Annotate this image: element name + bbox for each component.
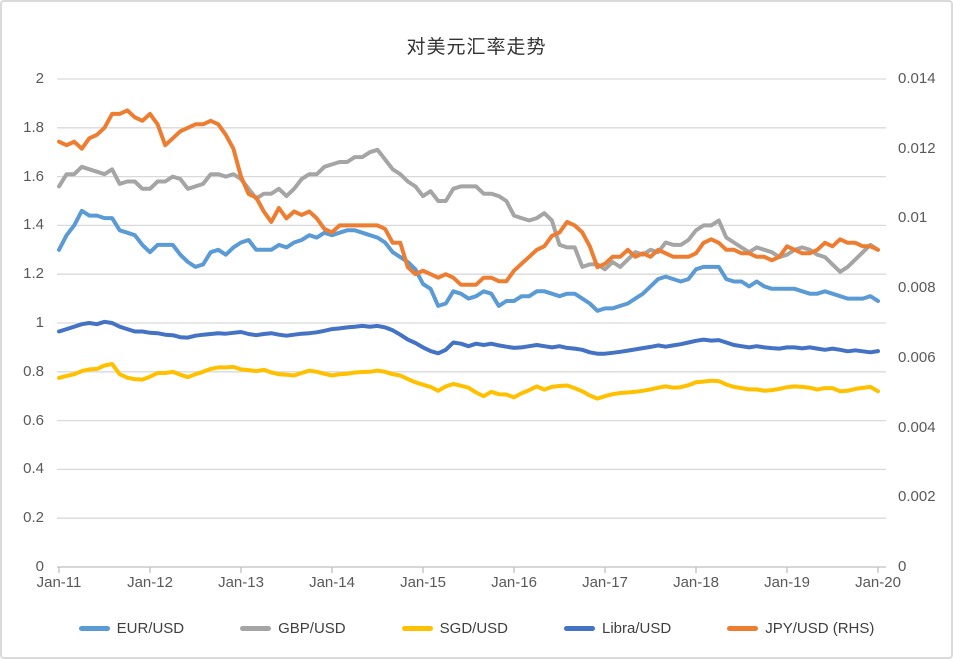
- series-line-gbp-usd: [57, 147, 880, 274]
- left-axis-tick-label: 0.6: [23, 411, 44, 429]
- x-axis-tick-label: Jan-18: [673, 574, 719, 591]
- right-axis-tick-label: 0.014: [898, 70, 936, 87]
- legend-marker-icon: [240, 625, 272, 631]
- left-axis-tick-label: 1.4: [23, 216, 44, 234]
- legend-marker-icon: [78, 625, 110, 631]
- x-axis-tick-label: Jan-14: [309, 574, 355, 591]
- series-line-sgd-usd: [57, 362, 880, 401]
- x-axis-tick-label: Jan-19: [764, 574, 810, 591]
- legend-item-jpy-usd-rhs: JPY/USD (RHS): [727, 620, 874, 637]
- left-axis-tick-label: 1.8: [23, 118, 44, 136]
- legend-label: JPY/USD (RHS): [765, 619, 875, 637]
- left-axis-tick-label: 2: [35, 70, 44, 87]
- legend-marker-icon: [563, 625, 595, 631]
- left-axis-tick-label: 0.2: [23, 509, 44, 527]
- legend-item-libra-usd: Libra/USD: [563, 619, 672, 637]
- legend-label: GBP/USD: [278, 619, 346, 637]
- left-axis-tick-label: 1: [35, 314, 44, 331]
- legend-marker-icon: [401, 625, 433, 631]
- x-axis-tick-label: Jan-17: [582, 574, 628, 591]
- x-axis-tick-label: Jan-12: [127, 574, 173, 591]
- left-axis-tick-label: 1.6: [23, 167, 44, 185]
- chart-legend: EUR/USD GBP/USD SGD/USD Libra/USD JPY/USD (R…: [2, 614, 951, 642]
- legend-label: Libra/USD: [601, 619, 672, 637]
- legend-item-gbp-usd: GBP/USD: [240, 620, 346, 637]
- series-line-libra-usd: [57, 319, 880, 356]
- x-axis-tick-label: Jan-20: [855, 574, 901, 591]
- series-line-eur-usd: [57, 208, 880, 313]
- x-axis-tick-label: Jan-13: [218, 574, 264, 591]
- left-axis-tick-label: 1.2: [23, 265, 44, 283]
- right-axis-tick-label: 0.01: [898, 209, 928, 227]
- left-axis-tick-label: 0: [35, 558, 44, 575]
- right-axis-tick-label: 0: [898, 558, 907, 575]
- legend-label: EUR/USD: [116, 619, 185, 637]
- legend-marker-icon: [727, 625, 759, 631]
- left-axis-tick-label: 0.4: [23, 460, 44, 478]
- right-axis-tick-label: 0.012: [898, 139, 936, 157]
- chart-title: 对美元汇率走势: [406, 37, 547, 58]
- x-axis-tick-label: Jan-15: [400, 574, 446, 591]
- legend-item-sgd-usd: SGD/USD: [401, 619, 508, 637]
- legend-label: SGD/USD: [439, 619, 508, 637]
- right-axis-tick-label: 0.002: [898, 488, 936, 506]
- right-axis-tick-label: 0.004: [898, 418, 936, 436]
- x-axis-tick-label: Jan-11: [36, 574, 82, 591]
- legend-item-eur-usd: EUR/USD: [78, 619, 185, 637]
- right-axis-tick-label: 0.006: [898, 348, 936, 366]
- right-axis-tick-label: 0.008: [898, 279, 936, 297]
- x-axis-tick-label: Jan-16: [491, 574, 537, 591]
- series-line-jpy-usd-rhs: [57, 108, 880, 287]
- left-axis-tick-label: 0.8: [23, 362, 44, 380]
